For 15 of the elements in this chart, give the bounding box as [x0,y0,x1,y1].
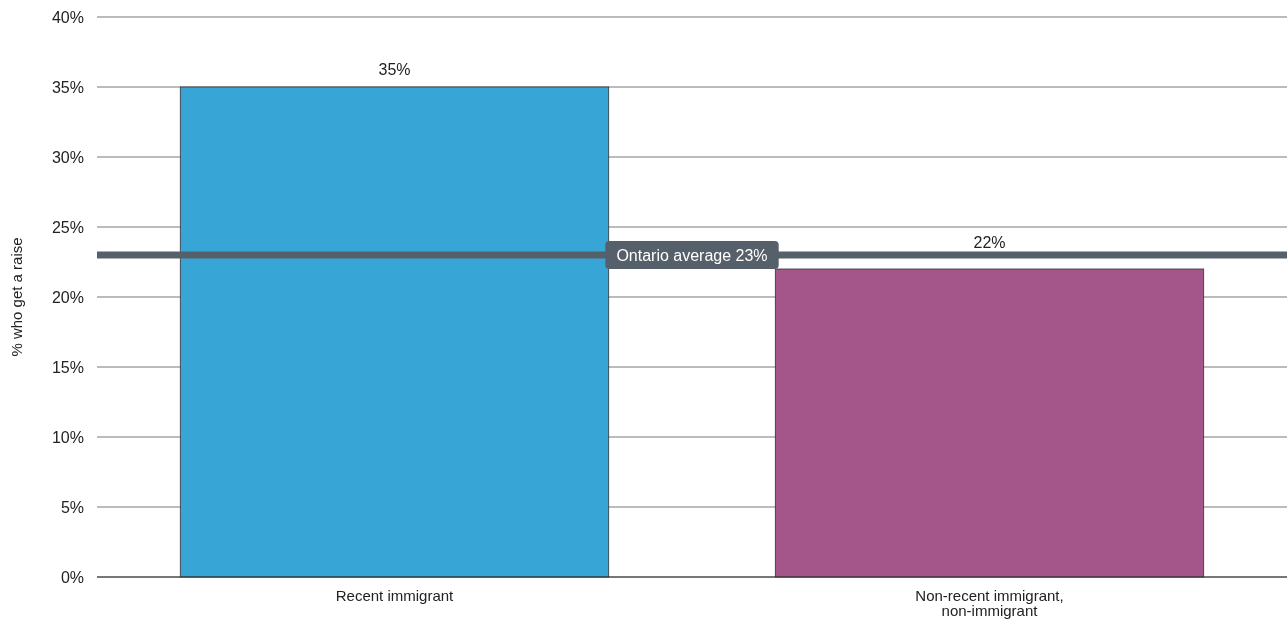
data-label: 35% [378,61,411,78]
ref-line-label: Ontario average 23% [616,246,768,264]
y-tick-label: 20% [51,288,84,306]
y-tick-label: 25% [51,218,84,236]
data-label: 22% [973,234,1006,251]
y-tick-label: 15% [51,358,84,376]
y-tick-label: 40% [51,8,84,26]
y-tick-label: 5% [60,498,84,516]
x-tick-label: Non-recent immigrant, non-immigrant [915,587,1064,619]
y-tick-label: 0% [60,568,84,586]
y-tick-label: 35% [51,78,84,96]
y-axis-title: % who get a raise [8,237,25,357]
x-tick-label: Recent immigrant [335,587,455,604]
y-tick-label: 10% [51,428,84,446]
y-tick-label: 30% [51,148,84,166]
